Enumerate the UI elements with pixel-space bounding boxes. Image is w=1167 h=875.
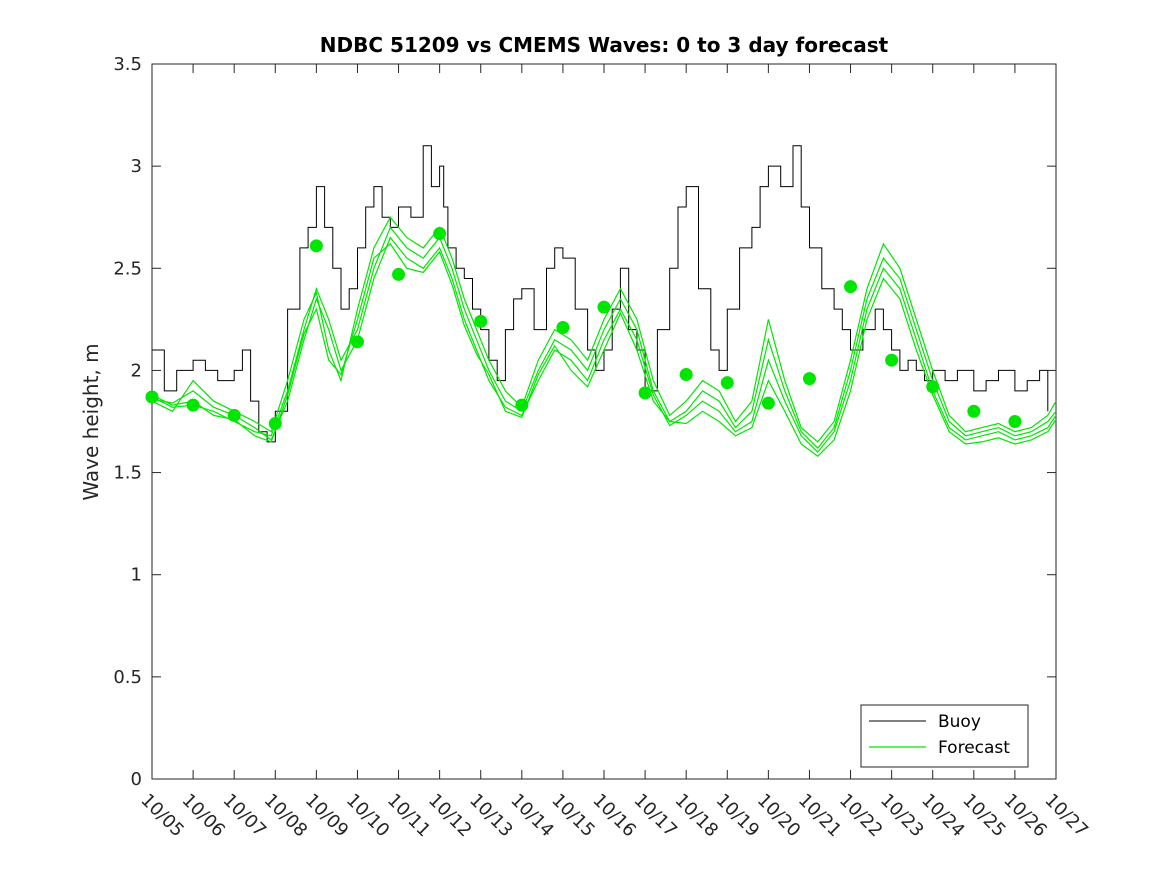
legend-forecast-label: Forecast — [938, 738, 1010, 758]
forecast-markers — [145, 227, 1022, 431]
forecast-line — [151, 216, 1057, 443]
y-tick-label: 3.5 — [113, 54, 142, 75]
forecast-marker — [597, 300, 611, 314]
forecast-marker — [515, 398, 529, 412]
x-tick-label: 10/25 — [958, 790, 1010, 842]
forecast-line — [151, 242, 1057, 457]
x-tick-label: 10/08 — [260, 790, 312, 842]
x-tick-label: 10/24 — [917, 790, 969, 842]
x-tick-label: 10/23 — [876, 790, 928, 842]
forecast-marker — [802, 372, 816, 386]
forecast-marker — [679, 368, 693, 382]
x-tick-label: 10/19 — [712, 790, 764, 842]
y-tick-label: 2.5 — [113, 258, 142, 279]
x-tick-label: 10/09 — [301, 790, 353, 842]
forecast-marker — [638, 386, 652, 400]
forecast-marker — [350, 335, 364, 349]
forecast-marker — [474, 314, 488, 328]
forecast-marker — [761, 396, 775, 410]
x-tick-label: 10/11 — [383, 790, 435, 842]
forecast-marker — [309, 239, 323, 253]
forecast-marker — [392, 267, 406, 281]
forecast-marker — [1008, 415, 1022, 428]
y-tick-label: 3 — [131, 156, 142, 177]
x-tick-label: 10/05 — [136, 790, 188, 842]
forecast-marker — [556, 321, 570, 335]
legend-box — [860, 704, 1029, 768]
forecast-marker — [145, 390, 159, 404]
x-tick-label: 10/13 — [465, 790, 517, 842]
x-tick-label: 10/21 — [794, 790, 846, 842]
forecast-marker — [227, 408, 241, 422]
y-tick-label: 0 — [131, 769, 142, 790]
forecast-marker — [926, 380, 940, 394]
x-tick-label: 10/18 — [671, 790, 723, 842]
legend-buoy-label: Buoy — [938, 712, 981, 732]
forecast-line — [151, 226, 1057, 449]
forecast-marker — [967, 404, 981, 418]
chart-title: NDBC 51209 vs CMEMS Waves: 0 to 3 day fo… — [320, 33, 889, 57]
forecast-marker — [720, 376, 734, 390]
x-tick-label: 10/15 — [547, 790, 599, 842]
forecast-marker — [885, 353, 899, 367]
x-tick-label: 10/12 — [424, 790, 476, 842]
y-tick-label: 2 — [131, 360, 142, 381]
y-axis-label: Wave height, m — [79, 343, 103, 500]
forecast-marker — [268, 417, 282, 431]
legend: Buoy Forecast — [860, 704, 1029, 768]
y-tick-label: 1.5 — [113, 463, 142, 484]
forecast-series — [151, 216, 1057, 457]
x-tick-label: 10/17 — [630, 790, 682, 842]
x-tick-label: 10/26 — [999, 790, 1051, 842]
plot-area-frame — [151, 63, 1057, 780]
x-tick-label: 10/07 — [219, 790, 271, 842]
x-tick-label: 10/10 — [342, 790, 394, 842]
x-tick-label: 10/06 — [178, 790, 230, 842]
x-tick-label: 10/22 — [835, 790, 887, 842]
x-tick-label: 10/14 — [506, 790, 558, 842]
forecast-marker — [844, 280, 858, 294]
x-tick-label: 10/20 — [753, 790, 805, 842]
x-tick-label: 10/27 — [1040, 790, 1092, 842]
buoy-series — [152, 145, 1049, 443]
x-tick-label: 10/16 — [588, 790, 640, 842]
y-tick-label: 1 — [131, 565, 142, 586]
buoy-line — [152, 145, 1049, 443]
forecast-marker — [186, 398, 200, 412]
y-tick-label: 0.5 — [113, 667, 142, 688]
forecast-marker — [433, 227, 447, 241]
